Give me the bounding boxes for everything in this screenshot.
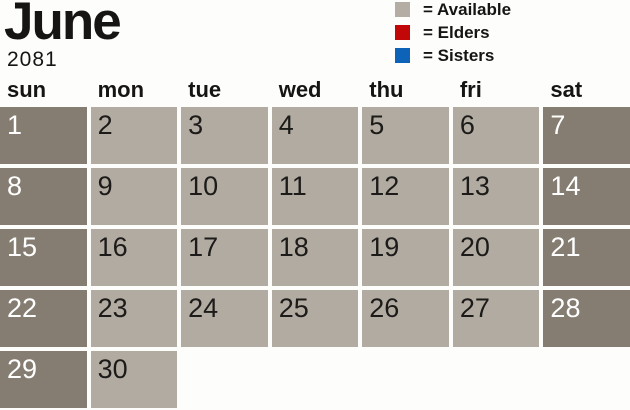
empty-cell [362,351,449,408]
day-cell-30[interactable]: 30 [90,351,178,408]
day-cell-8[interactable]: 8 [0,168,87,225]
day-cell-9[interactable]: 9 [90,168,178,225]
day-cell-29[interactable]: 29 [0,351,87,408]
dow-header-wed: wed [278,77,322,102]
empty-cell [453,351,540,408]
empty-cell [543,351,630,408]
available-swatch-icon [395,2,410,17]
legend-label: = Available [423,0,512,19]
day-cell-24[interactable]: 24 [181,290,268,347]
day-cell-16[interactable]: 16 [90,229,178,286]
day-cell-15[interactable]: 15 [0,229,87,286]
legend-item-available: = Available [395,0,512,19]
calendar-grid: 1 2 3 4 5 6 7 8 9 10 11 12 13 14 15 16 17 18 19 20 21 22 23 24 2… [0,107,630,408]
empty-cell [272,351,359,408]
elders-swatch-icon [395,25,410,40]
day-cell-26[interactable]: 26 [362,290,449,347]
legend-label: = Elders [423,22,490,42]
legend-label: = Sisters [423,45,495,65]
day-cell-14[interactable]: 14 [543,168,630,225]
day-cell-25[interactable]: 25 [271,290,359,347]
day-cell-18[interactable]: 18 [271,229,359,286]
sisters-swatch-icon [395,48,410,63]
legend-item-sisters: = Sisters [395,45,511,65]
dow-header-mon: mon [97,77,145,102]
year-label: 2081 [7,48,58,71]
day-cell-10[interactable]: 10 [181,168,268,225]
dow-header-thu: thu [369,77,404,102]
day-cell-21[interactable]: 21 [543,229,630,286]
day-cell-3[interactable]: 3 [181,107,268,164]
empty-cell [181,351,268,408]
dow-header-sun: sun [7,77,47,102]
legend-item-elders: = Elders [395,22,511,42]
day-cell-28[interactable]: 28 [543,290,630,347]
day-cell-13[interactable]: 13 [452,168,540,225]
day-cell-23[interactable]: 23 [90,290,178,347]
legend: = Available = Elders = Sisters [395,0,512,65]
day-cell-22[interactable]: 22 [0,290,87,347]
day-cell-4[interactable]: 4 [271,107,359,164]
dow-header-fri: fri [459,77,482,102]
dow-header-sat: sat [550,77,583,102]
day-cell-19[interactable]: 19 [362,229,449,286]
month-title: June [4,0,122,51]
dow-header-tue: tue [188,77,222,102]
day-cell-2[interactable]: 2 [90,107,178,164]
day-cell-20[interactable]: 20 [452,229,540,286]
day-cell-12[interactable]: 12 [362,168,449,225]
day-cell-17[interactable]: 17 [181,229,268,286]
day-cell-27[interactable]: 27 [452,290,540,347]
day-cell-7[interactable]: 7 [543,107,630,164]
day-cell-6[interactable]: 6 [452,107,540,164]
day-cell-11[interactable]: 11 [271,168,359,225]
day-of-week-header-row: sun mon tue wed thu fri sat [0,76,630,104]
day-cell-1[interactable]: 1 [0,107,87,164]
title-block: June 2081 [4,0,122,72]
day-cell-5[interactable]: 5 [362,107,449,164]
